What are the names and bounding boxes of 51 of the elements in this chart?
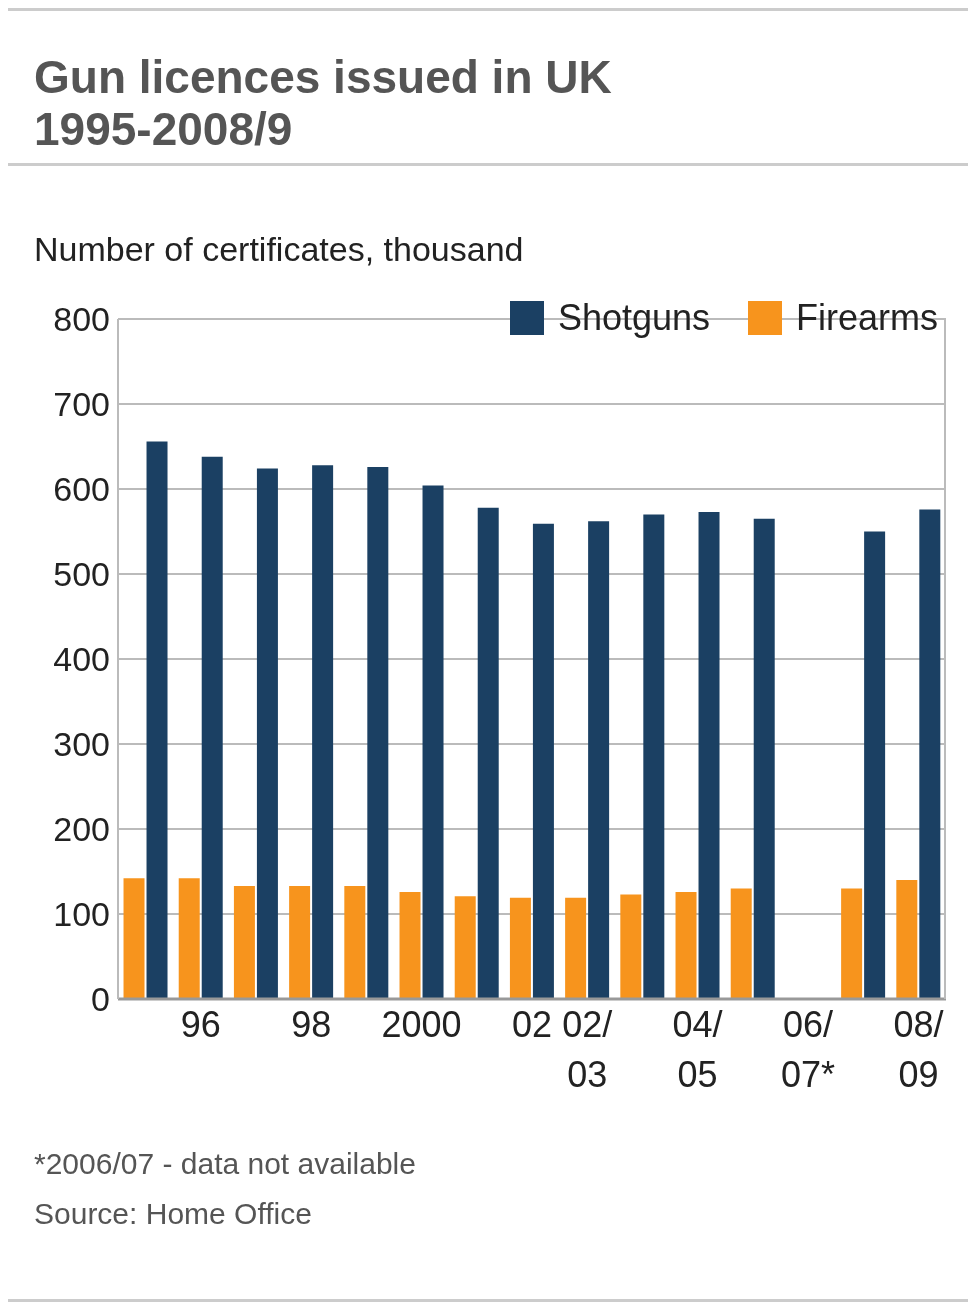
- x-tick-label: 2000: [381, 1004, 462, 1045]
- bar: [620, 894, 642, 999]
- bar: [841, 888, 863, 999]
- bar: [201, 456, 223, 999]
- bar: [753, 518, 775, 999]
- y-tick-label: 700: [53, 385, 110, 424]
- x-tick-label: 02: [511, 1004, 553, 1045]
- bar: [588, 521, 610, 999]
- bar: [178, 878, 200, 999]
- bar: [367, 466, 389, 999]
- y-axis-title: Number of certificates, thousand: [33, 229, 525, 269]
- bar: [919, 509, 941, 999]
- bar: [399, 891, 421, 999]
- bar: [289, 885, 311, 999]
- y-tick-label: 500: [53, 555, 110, 594]
- bar: [509, 897, 531, 999]
- y-tick-label: 400: [53, 640, 110, 679]
- y-tick-label: 100: [53, 895, 110, 934]
- bar: [730, 888, 752, 999]
- bar: [233, 885, 255, 999]
- bar: [532, 523, 554, 999]
- x-tick-label: 08/09: [893, 1004, 944, 1095]
- y-tick-label: 200: [53, 810, 110, 849]
- bar: [123, 878, 145, 999]
- source-note: Source: Home Office: [34, 1196, 313, 1232]
- x-tick-label: 96: [180, 1004, 221, 1045]
- y-tick-label: 600: [53, 470, 110, 509]
- legend-label: Shotguns: [557, 297, 710, 339]
- bar: [675, 891, 697, 999]
- x-tick-label: 02/03: [562, 1004, 613, 1095]
- bar: [256, 468, 278, 999]
- legend-label: Firearms: [796, 297, 938, 339]
- bar: [864, 531, 886, 999]
- y-tick-label: 0: [91, 980, 110, 1019]
- bar: [146, 441, 168, 999]
- bar: [565, 897, 587, 999]
- x-tick-label: 06/07*: [780, 1004, 836, 1095]
- chart-title: Gun licences issued in UK 1995-2008/9: [34, 51, 613, 155]
- x-tick-label: 04/05: [672, 1004, 723, 1095]
- bar: [643, 514, 665, 999]
- bar: [344, 885, 366, 999]
- bar: [698, 511, 720, 999]
- bar: [477, 507, 499, 999]
- x-tick-label: 98: [291, 1004, 332, 1045]
- bar: [312, 465, 334, 999]
- bar: [454, 896, 476, 999]
- y-tick-label: 800: [53, 300, 110, 339]
- y-tick-label: 300: [53, 725, 110, 764]
- bar: [896, 880, 918, 999]
- text: *2006/07 - data not available: [34, 1146, 417, 1182]
- bar: [422, 485, 444, 999]
